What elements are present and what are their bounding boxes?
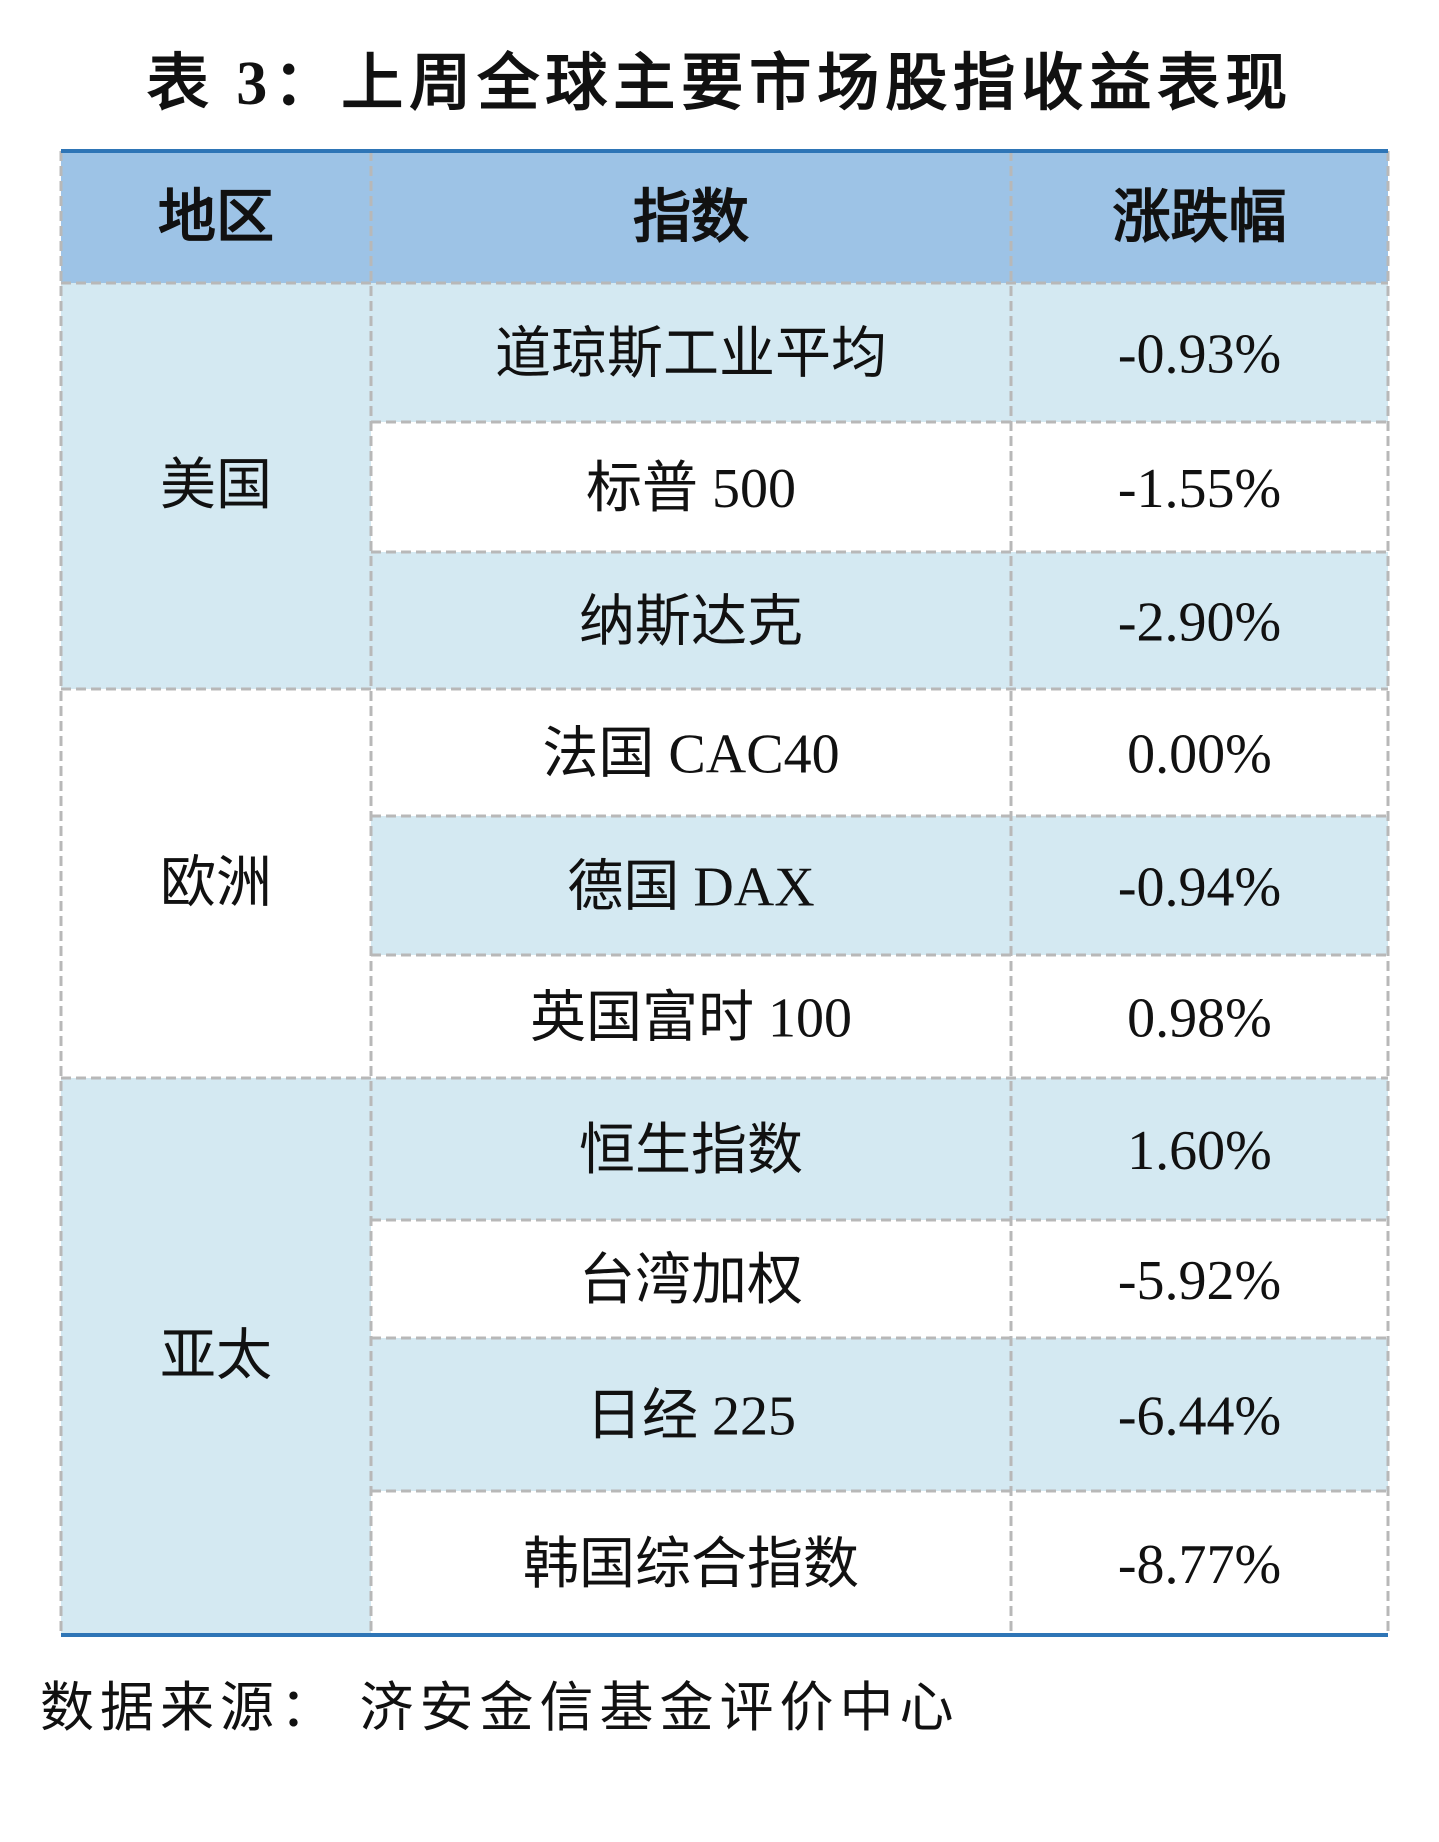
change-value: -1.55% (1118, 458, 1281, 520)
region-label: 美国 (160, 455, 272, 517)
change-value: -2.90% (1118, 592, 1281, 654)
index-name: 法国 CAC40 (542, 724, 839, 786)
row-bg (371, 1338, 1388, 1491)
column-header: 涨跌幅 (1112, 185, 1286, 250)
row-bg (371, 1491, 1388, 1635)
change-value: -0.94% (1118, 857, 1281, 919)
row-bg (371, 689, 1388, 816)
column-header: 指数 (633, 185, 749, 250)
row-bg (371, 1220, 1388, 1338)
row-bg (371, 283, 1388, 422)
change-value: -0.93% (1118, 324, 1281, 386)
region-cell (61, 689, 371, 1078)
row-bg (371, 422, 1388, 552)
change-value: -6.44% (1118, 1386, 1281, 1448)
column-header: 地区 (158, 185, 274, 250)
region-cell (61, 283, 371, 689)
index-name: 道琼斯工业平均 (495, 324, 887, 386)
change-value: 0.98% (1127, 988, 1272, 1050)
region-label: 亚太 (160, 1326, 272, 1388)
region-label: 欧洲 (160, 853, 272, 915)
index-name: 英国富时 100 (530, 988, 852, 1050)
index-name: 恒生指数 (579, 1120, 803, 1182)
row-bg (371, 816, 1388, 955)
header-row (61, 151, 1388, 283)
row-bg (371, 955, 1388, 1078)
row-bg (371, 1078, 1388, 1220)
index-name: 韩国综合指数 (523, 1534, 859, 1596)
change-value: -5.92% (1118, 1250, 1281, 1312)
index-name: 台湾加权 (579, 1250, 803, 1312)
row-bg (371, 552, 1388, 689)
index-name: 纳斯达克 (579, 592, 803, 654)
index-name: 日经 225 (586, 1386, 796, 1448)
change-value: -8.77% (1118, 1534, 1281, 1596)
change-value: 0.00% (1127, 724, 1272, 786)
table-title: 表 3：上周全球主要市场股指收益表现 (147, 49, 1294, 118)
region-cell (61, 1078, 371, 1635)
index-name: 德国 DAX (567, 857, 814, 919)
source-note: 数据来源： 济安金信基金评价中心 (40, 1678, 960, 1738)
index-name: 标普 500 (586, 458, 796, 520)
change-value: 1.60% (1127, 1120, 1272, 1182)
